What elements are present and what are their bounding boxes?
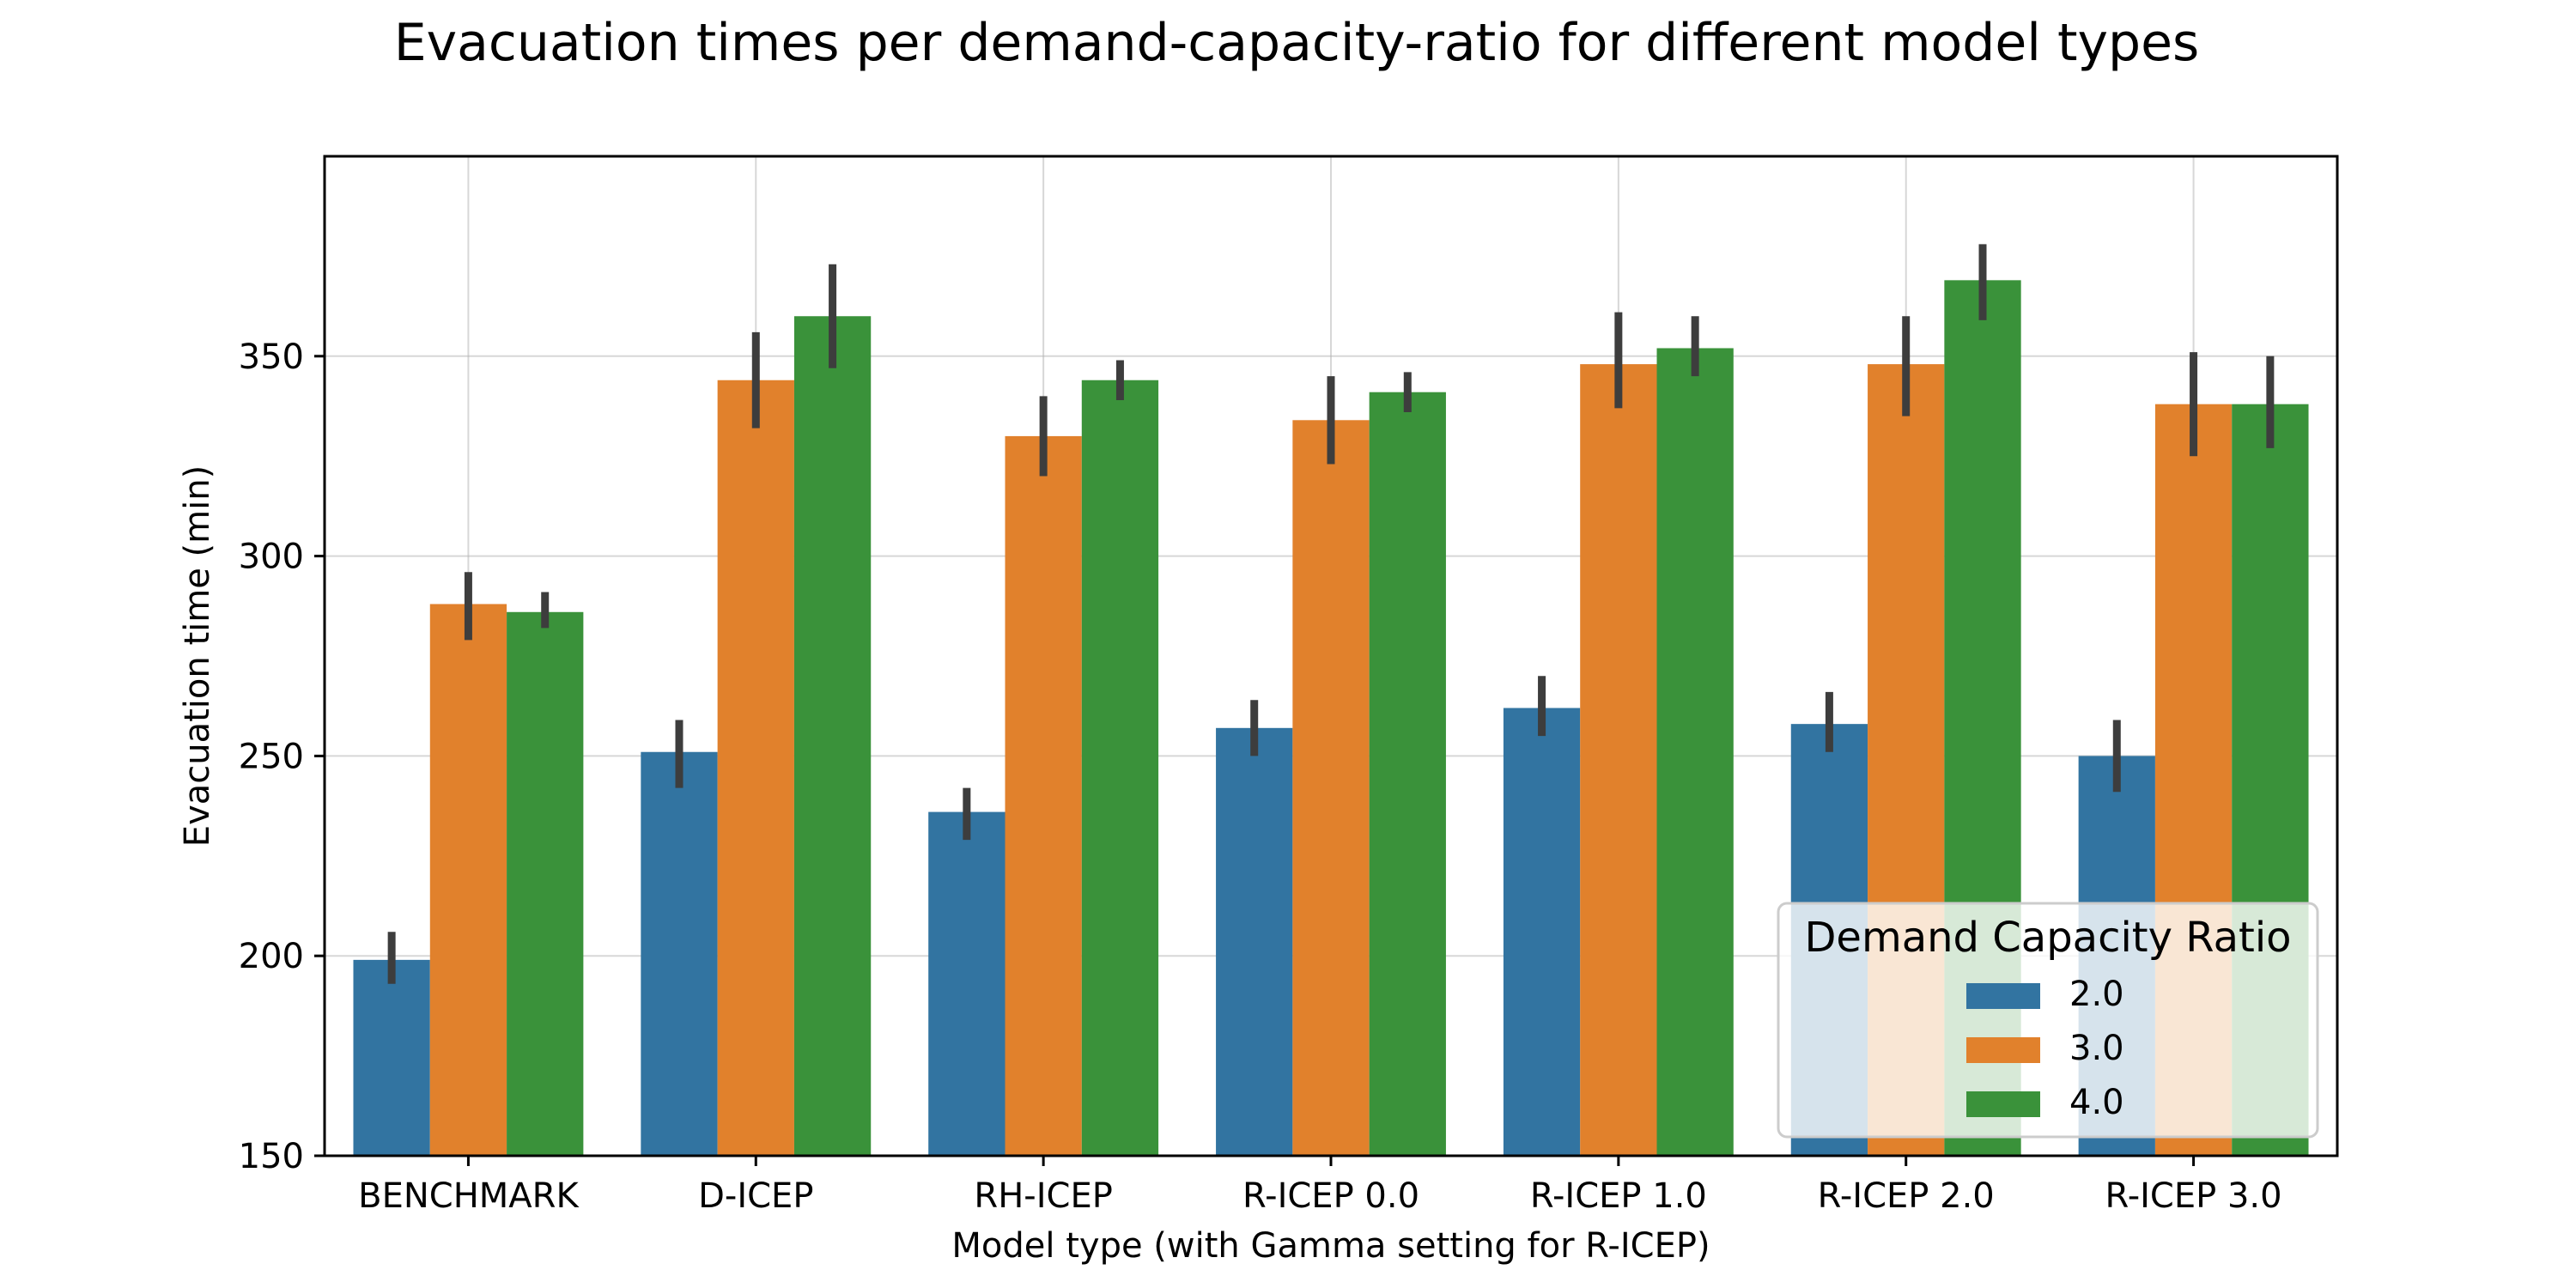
x-tick-label-r-icep-2-0: R-ICEP 2.0 xyxy=(1818,1176,1995,1216)
y-axis-ticks: 150 200 250 300 350 xyxy=(239,337,325,1176)
legend-title: Demand Capacity Ratio xyxy=(1804,914,2291,962)
x-axis-label: Model type (with Gamma setting for R-ICE… xyxy=(951,1226,1710,1266)
bar-r-icep-1-0-series-3-0 xyxy=(1580,364,1657,1156)
legend-label-4-0: 4.0 xyxy=(2069,1083,2124,1122)
y-tick-label: 200 xyxy=(239,937,304,976)
legend-swatch-3-0 xyxy=(1966,1037,2040,1063)
y-tick-label: 150 xyxy=(239,1137,304,1176)
x-tick-label-r-icep-3-0: R-ICEP 3.0 xyxy=(2105,1176,2282,1216)
y-tick-label: 350 xyxy=(239,337,304,377)
legend-swatch-2-0 xyxy=(1966,983,2040,1009)
bar-benchmark-series-2-0 xyxy=(353,959,430,1156)
chart-title: Evacuation times per demand-capacity-rat… xyxy=(394,13,2200,73)
x-tick-label-benchmark: BENCHMARK xyxy=(358,1176,580,1216)
y-axis-label: Evacuation time (min) xyxy=(178,465,217,847)
bar-rh-icep-series-3-0 xyxy=(1005,435,1082,1156)
legend-box xyxy=(1777,902,2319,1139)
legend-label-3-0: 3.0 xyxy=(2069,1029,2124,1068)
bar-d-icep-series-4-0 xyxy=(793,316,872,1156)
bar-r-icep-0-0-series-4-0 xyxy=(1369,392,1446,1157)
bar-d-icep-series-2-0 xyxy=(641,751,718,1156)
x-tick-label-r-icep-0-0: R-ICEP 0.0 xyxy=(1242,1176,1419,1216)
x-tick-label-r-icep-1-0: R-ICEP 1.0 xyxy=(1530,1176,1707,1216)
bar-r-icep-0-0-series-2-0 xyxy=(1216,727,1293,1156)
bar-r-icep-0-0-series-3-0 xyxy=(1292,420,1370,1156)
legend-label-2-0: 2.0 xyxy=(2069,975,2124,1014)
legend-swatch-4-0 xyxy=(1966,1091,2040,1117)
bars xyxy=(353,280,2309,1157)
bar-d-icep-series-3-0 xyxy=(717,380,794,1157)
bar-r-icep-1-0-series-2-0 xyxy=(1503,708,1581,1156)
bar-benchmark-series-4-0 xyxy=(507,611,584,1156)
x-tick-label-d-icep: D-ICEP xyxy=(698,1176,813,1216)
bar-benchmark-series-3-0 xyxy=(429,604,507,1156)
y-tick-label: 300 xyxy=(239,538,304,577)
y-tick-label: 250 xyxy=(239,737,304,776)
x-tick-label-rh-icep: RH-ICEP xyxy=(974,1176,1112,1216)
error-bars xyxy=(387,244,2275,984)
bar-rh-icep-series-2-0 xyxy=(928,811,1005,1156)
bar-r-icep-1-0-series-4-0 xyxy=(1656,348,1734,1156)
legend: Demand Capacity Ratio 2.0 3.0 4.0 xyxy=(1777,902,2319,1139)
x-axis-ticks: BENCHMARK D-ICEP RH-ICEP R-ICEP 0.0 R-ICEP 1… xyxy=(358,1156,2282,1216)
bar-rh-icep-series-4-0 xyxy=(1081,380,1159,1157)
